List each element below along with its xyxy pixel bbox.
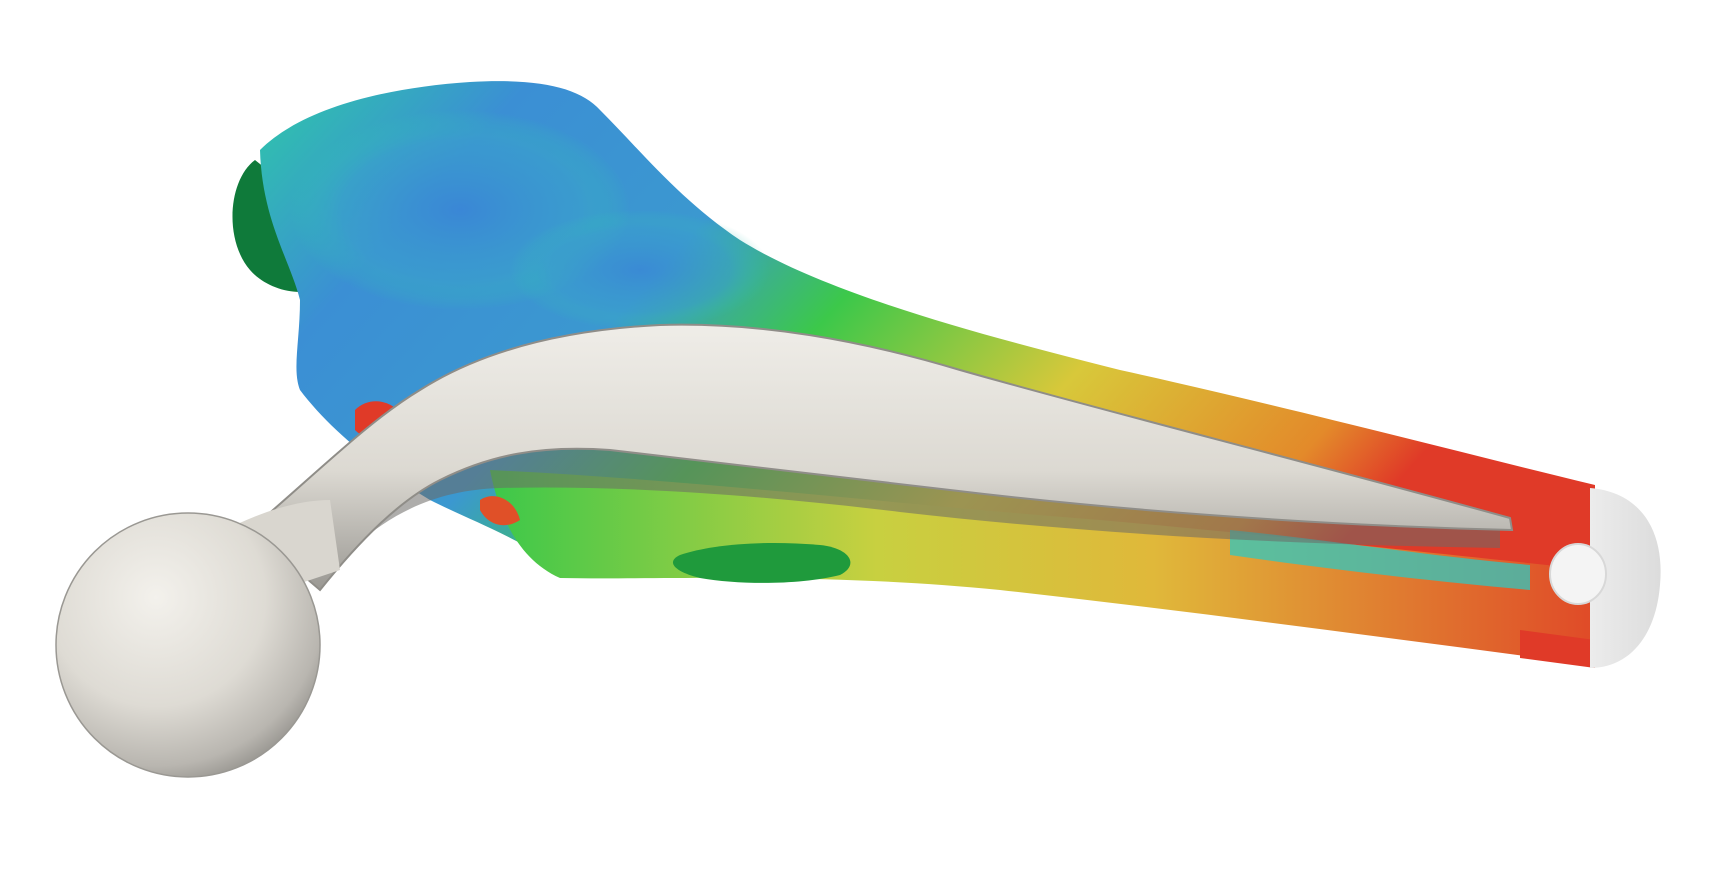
distal-high-region	[1530, 485, 1595, 520]
femur-bump	[672, 543, 851, 583]
canal-opening	[1549, 543, 1607, 605]
low-value-region-2	[510, 210, 770, 330]
femur-shaft-lower	[490, 470, 1595, 665]
implant-stem-shadow	[330, 437, 1500, 560]
implant-stem	[248, 323, 1514, 592]
distal-inner-region	[1230, 530, 1530, 590]
distal-cut-cap	[1590, 488, 1661, 668]
distal-high-region-2	[1520, 630, 1595, 668]
implant-femoral-head	[55, 512, 321, 778]
high-value-spot-2	[480, 496, 520, 526]
